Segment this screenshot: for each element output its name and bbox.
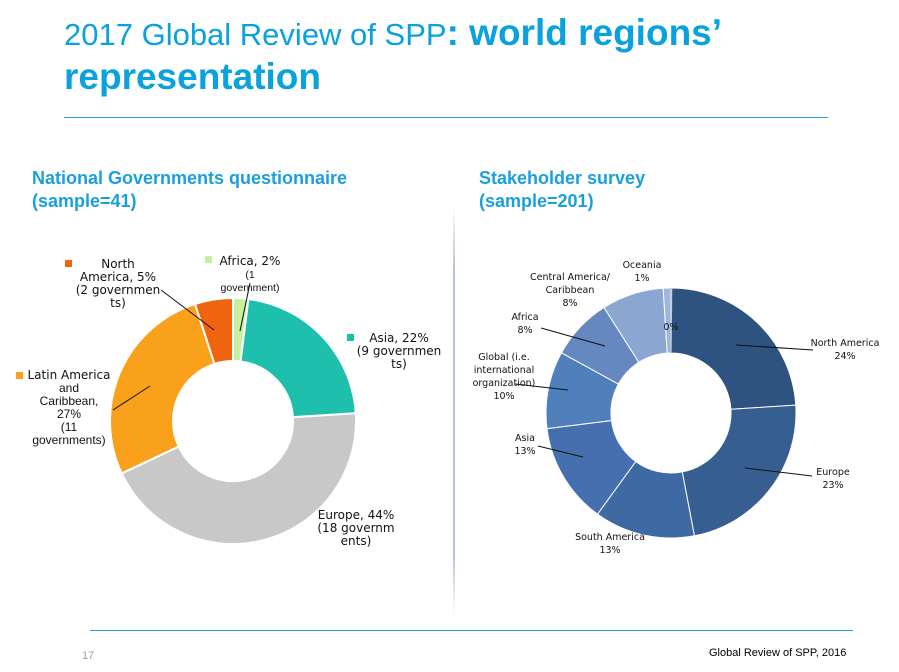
slide-title-bold: : world regions’: [446, 12, 723, 53]
chart-0-slice-1: [239, 297, 357, 419]
chart-1-donut: [545, 287, 797, 539]
chart-1-data-label-6: Central America/Caribbean 8%: [530, 272, 611, 309]
page-number: 17: [82, 650, 95, 662]
chart-1-data-label-5: Africa 8%: [511, 312, 538, 336]
left-chart-title-line1: National Governments questionnaire: [32, 168, 348, 188]
chart-0-donut: [109, 296, 357, 545]
footer-rule: [90, 630, 853, 631]
chart-divider: [453, 205, 455, 617]
chart-1-leader-line-4: [514, 383, 569, 391]
right-chart-title: Stakeholder survey (sample=201): [479, 167, 645, 213]
chart-0-slice-2: [120, 412, 357, 545]
chart-0-data-label-3: Latin America and Caribbean, 27% (11 governme…: [28, 368, 111, 447]
right-chart-title-line2: (sample=201): [479, 191, 594, 211]
chart-0-data-label-0: Africa, 2% (1 government): [220, 254, 281, 294]
chart-1-leader-line-0: [735, 344, 814, 351]
chart-1-slice-0: [670, 287, 797, 410]
chart-1-leader-line-3: [537, 445, 584, 458]
slide-title-regular: 2017 Global Review of SPP: [64, 17, 447, 52]
chart-1-slice-1: [681, 404, 797, 537]
chart-1-data-label-3: Asia 13%: [514, 433, 535, 457]
chart-0-slice-3: [109, 302, 216, 475]
chart-1-data-label-2: South America 13%: [575, 532, 645, 556]
chart-1-data-label-0: North America 24%: [811, 338, 880, 362]
chart-0-legend-marker-4: [65, 260, 72, 267]
chart-1-leader-line-1: [744, 467, 813, 477]
chart-1-leader-line-5: [540, 327, 606, 347]
chart-0-legend-marker-0: [205, 256, 212, 263]
chart-0-leader-line-3: [112, 385, 151, 411]
chart-1-data-label-1: Europe 23%: [816, 467, 850, 491]
right-chart-title-line1: Stakeholder survey: [479, 168, 646, 188]
chart-1-slice-8: [669, 288, 673, 354]
chart-0-data-label-4: North America, 5% (2 governmen ts): [76, 257, 161, 310]
chart-0-data-label-1: Asia, 22% (9 governmen ts): [357, 331, 442, 371]
chart-1-data-label-4: Global (i.e. international organization) 10…: [473, 352, 536, 402]
chart-0-leader-line-0: [239, 282, 251, 332]
chart-0-slice-4: [193, 296, 234, 366]
chart-0-leader-line-4: [160, 289, 215, 331]
slide-title: 2017 Global Review of SPP: world regions…: [64, 12, 844, 98]
slide-title-line2: representation: [64, 56, 322, 97]
chart-1-data-label-8: 0%: [663, 322, 678, 333]
left-chart-title: National Governments questionnaire (samp…: [32, 167, 347, 213]
left-chart-title-line2: (sample=41): [32, 191, 137, 211]
chart-1-data-label-7: Oceania 1%: [623, 260, 662, 284]
footer-text: Global Review of SPP, 2016: [709, 647, 847, 659]
chart-0-data-label-2: Europe, 44% (18 governm ents): [317, 508, 394, 548]
chart-0-legend-marker-3: [16, 372, 23, 379]
chart-0-legend-marker-1: [347, 334, 354, 341]
title-underline: [64, 117, 828, 118]
